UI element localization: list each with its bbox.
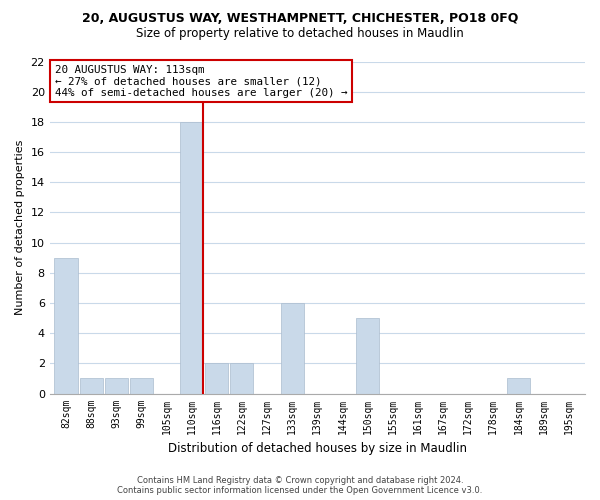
Bar [230,364,253,394]
X-axis label: Distribution of detached houses by size in Maudlin: Distribution of detached houses by size … [168,442,467,455]
Bar [180,122,203,394]
Bar [507,378,530,394]
Text: Size of property relative to detached houses in Maudlin: Size of property relative to detached ho… [136,28,464,40]
Bar [130,378,153,394]
Bar [205,364,229,394]
Bar [356,318,379,394]
Bar [105,378,128,394]
Y-axis label: Number of detached properties: Number of detached properties [15,140,25,315]
Bar [281,303,304,394]
Text: 20, AUGUSTUS WAY, WESTHAMPNETT, CHICHESTER, PO18 0FQ: 20, AUGUSTUS WAY, WESTHAMPNETT, CHICHEST… [82,12,518,26]
Bar [80,378,103,394]
Text: 20 AUGUSTUS WAY: 113sqm
← 27% of detached houses are smaller (12)
44% of semi-de: 20 AUGUSTUS WAY: 113sqm ← 27% of detache… [55,64,347,98]
Text: Contains HM Land Registry data © Crown copyright and database right 2024.
Contai: Contains HM Land Registry data © Crown c… [118,476,482,495]
Bar [55,258,77,394]
